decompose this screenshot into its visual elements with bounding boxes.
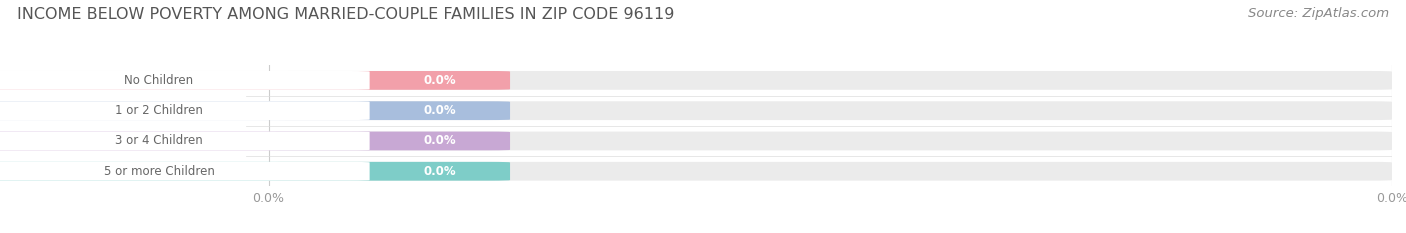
Text: INCOME BELOW POVERTY AMONG MARRIED-COUPLE FAMILIES IN ZIP CODE 96119: INCOME BELOW POVERTY AMONG MARRIED-COUPL…: [17, 7, 675, 22]
Text: 0.0%: 0.0%: [423, 134, 456, 147]
FancyBboxPatch shape: [269, 71, 1392, 90]
Text: 0.0%: 0.0%: [423, 165, 456, 178]
Text: Source: ZipAtlas.com: Source: ZipAtlas.com: [1249, 7, 1389, 20]
Text: 3 or 4 Children: 3 or 4 Children: [115, 134, 202, 147]
FancyBboxPatch shape: [0, 101, 370, 120]
Text: 0.0%: 0.0%: [423, 104, 456, 117]
FancyBboxPatch shape: [0, 101, 510, 120]
FancyBboxPatch shape: [0, 132, 510, 150]
FancyBboxPatch shape: [0, 162, 370, 181]
FancyBboxPatch shape: [0, 162, 510, 181]
FancyBboxPatch shape: [0, 132, 370, 150]
FancyBboxPatch shape: [269, 101, 1392, 120]
Text: No Children: No Children: [124, 74, 194, 87]
Text: 0.0%: 0.0%: [423, 74, 456, 87]
FancyBboxPatch shape: [0, 71, 370, 90]
Text: 5 or more Children: 5 or more Children: [104, 165, 215, 178]
FancyBboxPatch shape: [269, 132, 1392, 150]
Text: 1 or 2 Children: 1 or 2 Children: [115, 104, 202, 117]
FancyBboxPatch shape: [0, 71, 510, 90]
FancyBboxPatch shape: [269, 162, 1392, 181]
